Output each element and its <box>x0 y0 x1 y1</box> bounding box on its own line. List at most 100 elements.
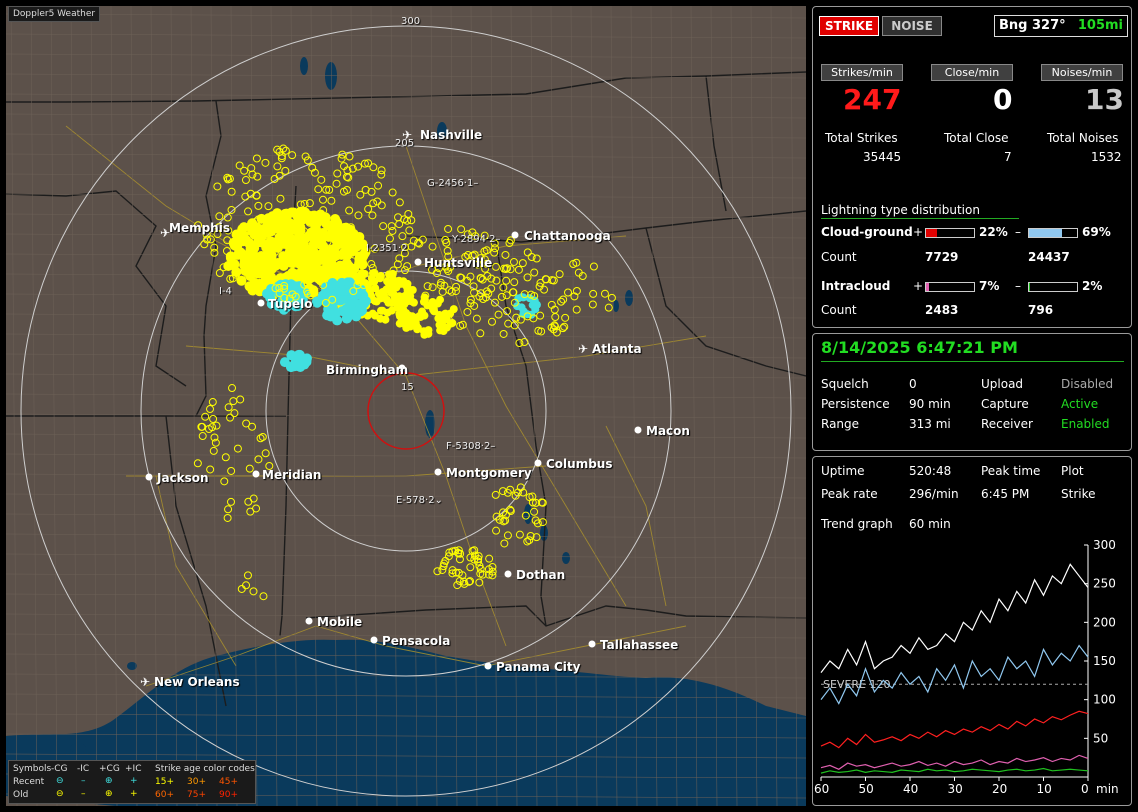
strike-button[interactable]: STRIKE <box>819 16 879 36</box>
old-strike-mark <box>288 151 297 160</box>
strike-mark <box>342 250 353 261</box>
old-strike-mark <box>527 253 536 262</box>
old-strike-mark <box>280 293 289 302</box>
city-label-macon: Macon <box>646 424 690 438</box>
county-line <box>6 473 806 479</box>
county-line <box>310 6 318 806</box>
persistence-value[interactable]: 90 min <box>909 397 951 411</box>
old-strike-mark <box>500 264 509 273</box>
old-strike-mark <box>249 587 258 596</box>
strike-mark <box>317 247 328 258</box>
trend-graph-value[interactable]: 60 min <box>909 517 951 531</box>
recent-minus-cg-icon: ⊖ <box>56 776 64 786</box>
state-border <box>705 75 727 212</box>
intracloud-label: Intracloud <box>821 279 891 293</box>
lake <box>325 62 337 90</box>
receiver-status[interactable]: Enabled <box>1061 417 1110 431</box>
legend-symbols-label: Symbols <box>13 764 52 774</box>
plot-value[interactable]: Strike <box>1061 487 1096 501</box>
total-close-value: 7 <box>1004 150 1012 164</box>
squelch-value[interactable]: 0 <box>909 377 917 391</box>
county-line <box>730 6 738 806</box>
old-strike-mark <box>236 395 245 404</box>
city-label-montgomery: Montgomery <box>446 466 532 480</box>
total-noises-label: Total Noises <box>1047 131 1119 145</box>
old-strike-mark <box>247 164 256 173</box>
lightning-map[interactable]: ✈ ✈ ✈ ✈ Doppler5 Weather Nashville Memphis Ch… <box>6 6 806 806</box>
old-strike-mark <box>476 273 485 282</box>
county-line <box>6 593 806 599</box>
old-strike-mark <box>476 254 485 263</box>
county-line <box>6 73 806 79</box>
city-dot-icon <box>434 468 442 476</box>
county-line <box>30 6 38 806</box>
old-strike-mark <box>490 248 499 257</box>
strike-mark <box>294 217 305 228</box>
age-code: 90+ <box>219 790 238 800</box>
old-strike-mark <box>447 287 456 296</box>
old-strike-mark <box>338 150 347 159</box>
close-per-min-header: Close/min <box>931 64 1013 81</box>
capture-status[interactable]: Active <box>1061 397 1099 411</box>
strike-mark <box>413 323 422 332</box>
strike-mark <box>439 327 448 336</box>
old-strike-mark <box>482 259 491 268</box>
range-value[interactable]: 313 mi <box>909 417 951 431</box>
receiver-label: Receiver <box>981 417 1033 431</box>
old-strike-mark <box>519 488 528 497</box>
county-line <box>690 6 698 806</box>
ic-positive-pct: 7% <box>979 279 1000 293</box>
county-line <box>570 6 578 806</box>
old-strike-mark <box>541 275 550 284</box>
old-strike-mark <box>564 288 573 297</box>
city-dot-icon <box>484 662 492 670</box>
old-strike-mark <box>349 287 358 296</box>
noise-button[interactable]: NOISE <box>882 16 942 36</box>
county-line <box>6 733 806 739</box>
old-strike-mark <box>471 232 480 241</box>
old-strike-mark <box>388 188 397 197</box>
county-line <box>710 6 718 806</box>
airport-icon: ✈ <box>160 226 170 240</box>
old-strike-mark <box>503 531 512 540</box>
old-strike-mark <box>256 434 265 443</box>
county-line <box>110 6 118 806</box>
city-label-meridian: Meridian <box>262 468 322 482</box>
old-strike-mark <box>226 413 235 422</box>
city-dot-icon <box>634 426 642 434</box>
upload-status[interactable]: Disabled <box>1061 377 1114 391</box>
strike-mark <box>437 319 446 328</box>
old-strike-mark <box>277 154 286 163</box>
old-strike-mark <box>323 238 332 247</box>
strike-mark <box>330 228 341 239</box>
old-strike-mark <box>504 319 513 328</box>
ic-negative-pct: 2% <box>1082 279 1103 293</box>
strike-mark <box>402 323 411 332</box>
old-strike-mark <box>536 278 545 287</box>
strike-mark <box>342 313 353 324</box>
old-plus-ic-icon: + <box>130 789 138 799</box>
strike-mark <box>343 284 354 295</box>
strike-mark <box>294 258 305 269</box>
city-dot-icon <box>370 636 378 644</box>
old-strike-mark <box>285 294 294 303</box>
old-strike-mark <box>499 517 508 526</box>
old-strike-mark <box>248 422 257 431</box>
old-strike-mark <box>448 569 457 578</box>
old-strike-mark <box>291 210 300 219</box>
county-line <box>330 6 338 806</box>
old-strike-mark <box>310 168 319 177</box>
old-strike-mark <box>272 237 281 246</box>
strike-mark <box>250 225 261 236</box>
county-line <box>6 573 806 579</box>
old-strike-mark <box>223 236 232 245</box>
old-strike-mark <box>533 519 542 528</box>
old-strike-mark <box>452 282 461 291</box>
county-line <box>350 6 358 806</box>
old-strike-mark <box>484 570 493 579</box>
old-strike-mark <box>250 261 259 270</box>
old-strike-mark <box>206 235 215 244</box>
strike-mark <box>314 239 325 250</box>
old-strike-mark <box>271 284 280 293</box>
